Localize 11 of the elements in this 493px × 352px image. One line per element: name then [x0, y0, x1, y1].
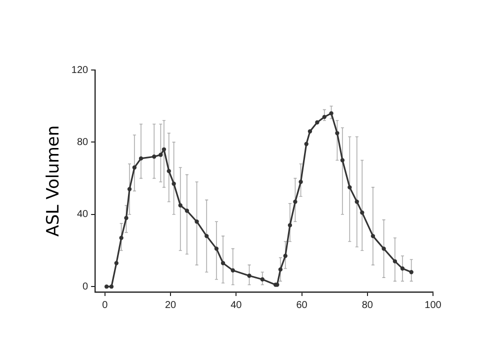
- x-tick-label: 80: [362, 300, 374, 311]
- x-tick-label: 100: [424, 300, 442, 311]
- y-tick-label: 0: [82, 281, 89, 292]
- x-tick-label: 0: [102, 300, 108, 311]
- x-tick-label: 40: [230, 300, 242, 311]
- x-tick-label: 60: [296, 300, 308, 311]
- y-tick-label: 80: [76, 136, 89, 148]
- y-tick-label: 40: [76, 209, 89, 220]
- x-tick-label: 20: [164, 300, 177, 311]
- y-tick-label: 120: [71, 64, 89, 76]
- y-axis-title: ASL Volumen: [44, 125, 64, 237]
